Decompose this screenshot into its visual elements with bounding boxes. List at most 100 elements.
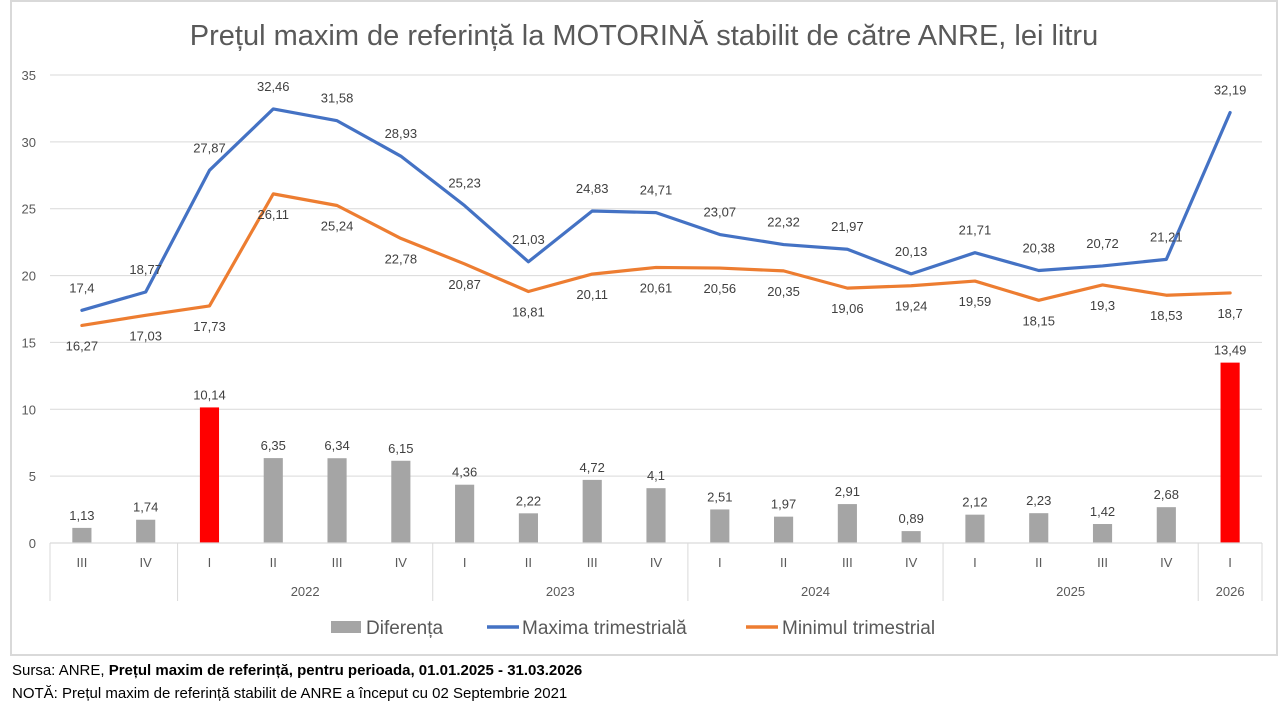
data-label-maxima: 21,21 <box>1150 229 1183 244</box>
data-label-maxima: 27,87 <box>193 140 226 155</box>
data-label-minimul: 20,87 <box>448 277 481 292</box>
bar-diferenta <box>1092 524 1113 543</box>
data-label-diferenta: 1,42 <box>1090 504 1115 519</box>
y-tick-label: 15 <box>22 335 36 350</box>
y-tick-label: 20 <box>22 269 36 284</box>
chart-frame <box>10 0 1278 656</box>
x-axis: III IV I II III IV I II III IV I II III IV I II III IV I20… <box>49 542 1263 601</box>
data-label-maxima: 25,23 <box>448 176 481 191</box>
bar-diferenta <box>901 531 921 543</box>
x-tick-quarter: IV <box>1160 555 1173 570</box>
data-label-diferenta: 6,34 <box>324 438 349 453</box>
data-label-diferenta: 4,1 <box>647 468 665 483</box>
x-tick-quarter: II <box>780 555 787 570</box>
legend-label-diferenta: Diferența <box>366 618 444 639</box>
data-label-diferenta: 2,12 <box>962 495 987 510</box>
x-tick-quarter: II <box>270 555 277 570</box>
data-label-diferenta: 2,51 <box>707 489 732 504</box>
data-label-minimul: 18,15 <box>1022 313 1055 328</box>
bar-diferenta <box>327 458 347 543</box>
data-label-maxima: 21,71 <box>959 223 992 238</box>
data-label-minimul: 19,3 <box>1090 298 1115 313</box>
bar-diferenta <box>72 527 92 543</box>
bar-diferenta <box>391 460 411 543</box>
data-label-diferenta: 1,13 <box>69 508 94 523</box>
data-label-maxima: 21,97 <box>831 219 864 234</box>
x-group-year: 2022 <box>291 584 320 599</box>
bars-diferenta <box>72 362 1240 543</box>
data-label-diferenta: 4,72 <box>580 460 605 475</box>
y-tick-label: 25 <box>22 202 36 217</box>
x-tick-quarter: I <box>718 555 722 570</box>
data-label-diferenta: 13,49 <box>1214 343 1247 358</box>
data-label-minimul: 18,7 <box>1217 306 1242 321</box>
x-tick-quarter: III <box>76 555 87 570</box>
data-label-maxima: 24,71 <box>640 183 673 198</box>
data-label-maxima: 32,46 <box>257 79 290 94</box>
data-label-minimul: 25,24 <box>321 219 354 234</box>
data-label-minimul: 20,11 <box>576 287 608 302</box>
x-group-year: 2023 <box>546 584 575 599</box>
x-tick-quarter: IV <box>395 555 408 570</box>
legend-swatch-diferenta <box>331 621 361 633</box>
data-label-minimul: 19,06 <box>831 301 864 316</box>
x-tick-quarter: III <box>1097 555 1108 570</box>
footnote: NOTĂ: Prețul maxim de referință stabilit… <box>12 685 568 702</box>
data-label-minimul: 17,03 <box>129 328 162 343</box>
data-label-minimul: 20,61 <box>640 280 673 295</box>
data-label-minimul: 18,53 <box>1150 308 1183 323</box>
bar-diferenta <box>774 516 794 543</box>
x-tick-quarter: IV <box>140 555 153 570</box>
data-label-maxima: 18,77 <box>129 262 162 277</box>
x-tick-quarter: III <box>842 555 853 570</box>
line-minimul <box>80 192 1232 328</box>
y-tick-label: 35 <box>22 68 36 83</box>
x-tick-quarter: IV <box>650 555 663 570</box>
data-label-diferenta: 0,89 <box>899 511 924 526</box>
data-label-diferenta: 1,74 <box>133 500 158 515</box>
data-label-minimul: 26,11 <box>257 207 289 222</box>
bar-diferenta <box>646 488 666 543</box>
x-group-year: 2024 <box>801 584 830 599</box>
data-label-minimul: 17,73 <box>193 319 226 334</box>
chart-title: Prețul maxim de referință la MOTORINĂ st… <box>190 19 1098 52</box>
source-note: Sursa: ANRE, Prețul maxim de referință, … <box>12 662 582 679</box>
data-label-maxima: 28,93 <box>385 126 418 141</box>
x-tick-quarter: II <box>1035 555 1042 570</box>
y-tick-label: 5 <box>29 469 36 484</box>
x-group-year: 2026 <box>1216 584 1245 599</box>
y-tick-label: 30 <box>22 135 36 150</box>
source-prefix: Sursa: ANRE, <box>12 662 109 679</box>
data-label-maxima: 31,58 <box>321 91 354 106</box>
x-group-year: 2025 <box>1056 584 1085 599</box>
legend-label-minimul: Minimul trimestrial <box>782 618 935 639</box>
data-label-diferenta: 6,15 <box>388 441 413 456</box>
x-tick-quarter: I <box>463 555 467 570</box>
data-label-diferenta: 10,14 <box>193 387 226 402</box>
data-label-maxima: 23,07 <box>704 205 737 220</box>
bar-diferenta <box>965 514 985 543</box>
data-label-maxima: 24,83 <box>576 181 609 196</box>
legend-label-maxima: Maxima trimestrială <box>522 618 687 639</box>
y-tick-label: 0 <box>29 536 36 551</box>
data-label-minimul: 20,35 <box>767 284 800 299</box>
bar-diferenta <box>1029 513 1049 543</box>
bar-diferenta <box>455 484 475 543</box>
x-tick-quarter: I <box>1228 555 1232 570</box>
data-label-maxima: 20,72 <box>1086 236 1119 251</box>
data-label-diferenta: 2,23 <box>1026 493 1051 508</box>
data-label-maxima: 17,4 <box>69 280 94 295</box>
data-label-maxima: 20,38 <box>1022 240 1055 255</box>
data-label-minimul: 18,81 <box>512 304 545 319</box>
x-tick-quarter: III <box>587 555 598 570</box>
data-label-diferenta: 2,22 <box>516 493 541 508</box>
bar-diferenta <box>518 513 538 543</box>
data-label-diferenta: 4,36 <box>452 465 477 480</box>
data-label-diferenta: 6,35 <box>261 438 286 453</box>
bar-diferenta <box>263 458 283 543</box>
bar-diferenta <box>1156 507 1176 543</box>
x-tick-quarter: I <box>973 555 977 570</box>
gridlines <box>50 74 1262 477</box>
x-tick-quarter: I <box>208 555 212 570</box>
line-maxima <box>80 107 1232 312</box>
